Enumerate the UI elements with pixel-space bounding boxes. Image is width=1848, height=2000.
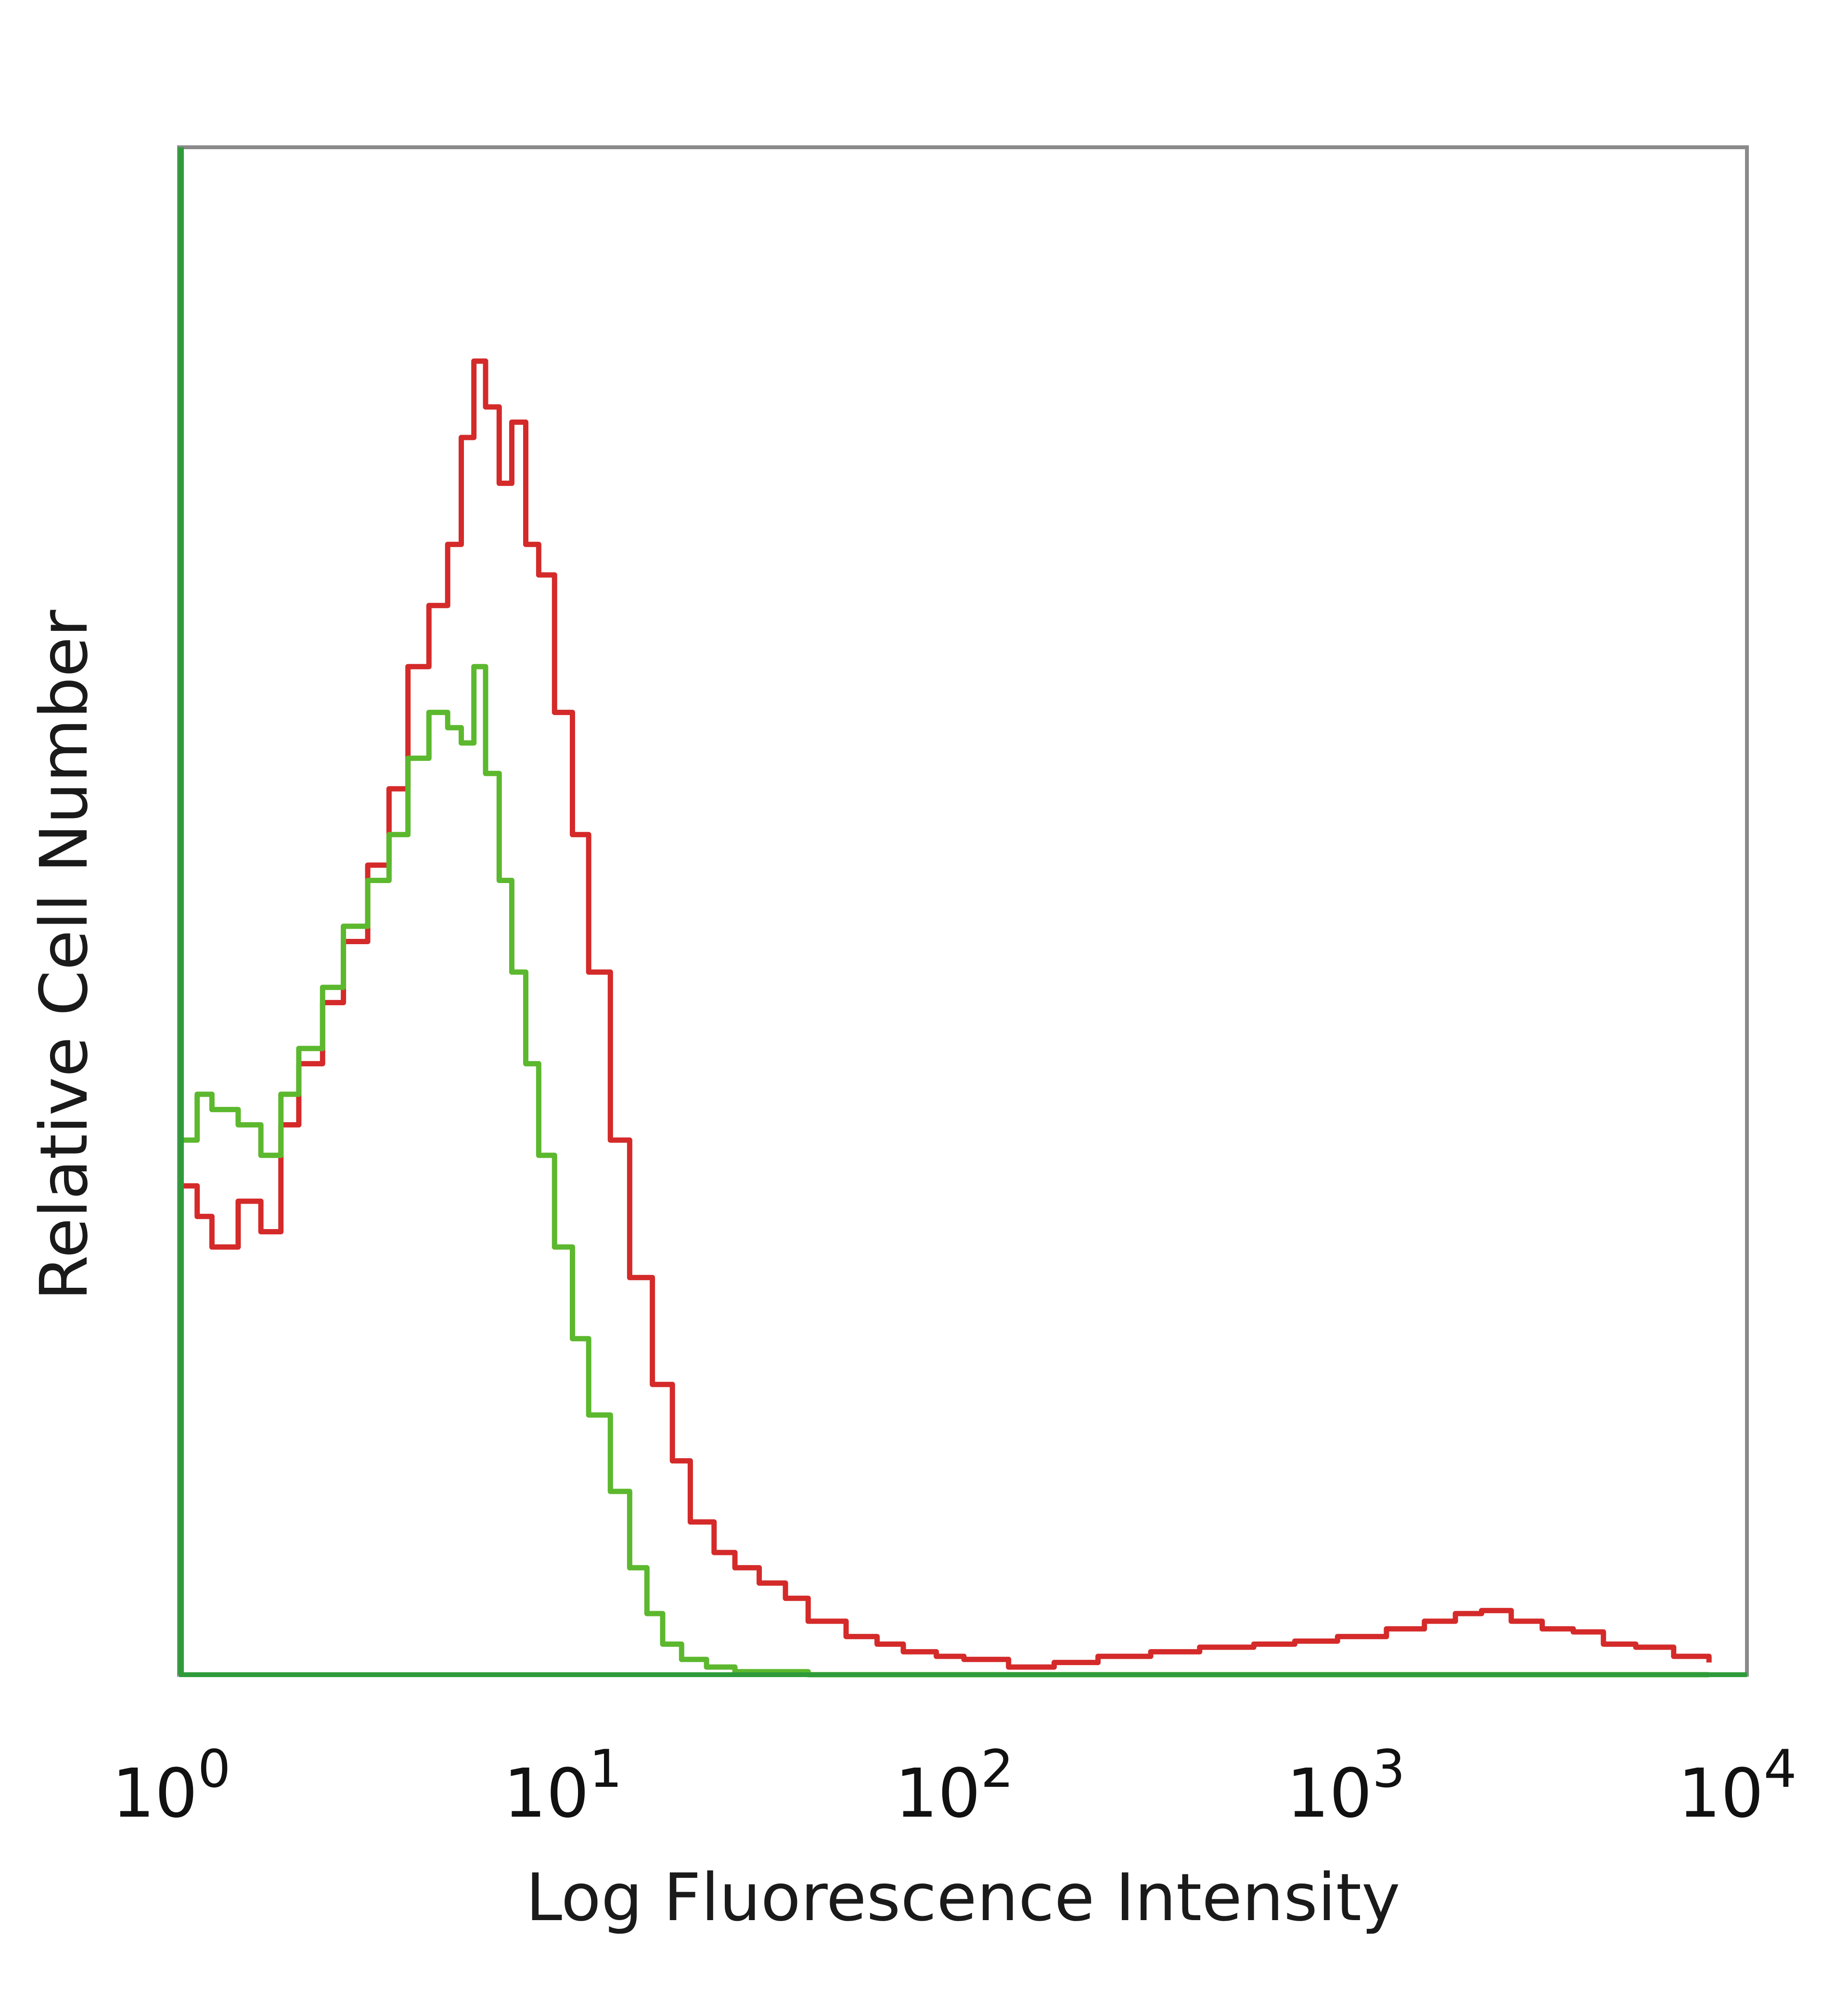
x-axis-label: Log Fluorescence Intensity	[526, 1860, 1400, 1936]
x-tick-label-2: 102	[895, 1739, 1014, 1833]
x-tick-labels: 100 101 102 103 104	[112, 1739, 1797, 1833]
x-tick-label-4: 104	[1678, 1739, 1797, 1833]
y-axis-label: Relative Cell Number	[26, 610, 103, 1301]
series-2-line	[181, 664, 1709, 1678]
x-tick-label-1: 101	[503, 1739, 622, 1833]
x-tick-label-0: 100	[112, 1739, 231, 1833]
series-layer	[181, 358, 1712, 1678]
x-tick-label-3: 103	[1286, 1739, 1405, 1833]
